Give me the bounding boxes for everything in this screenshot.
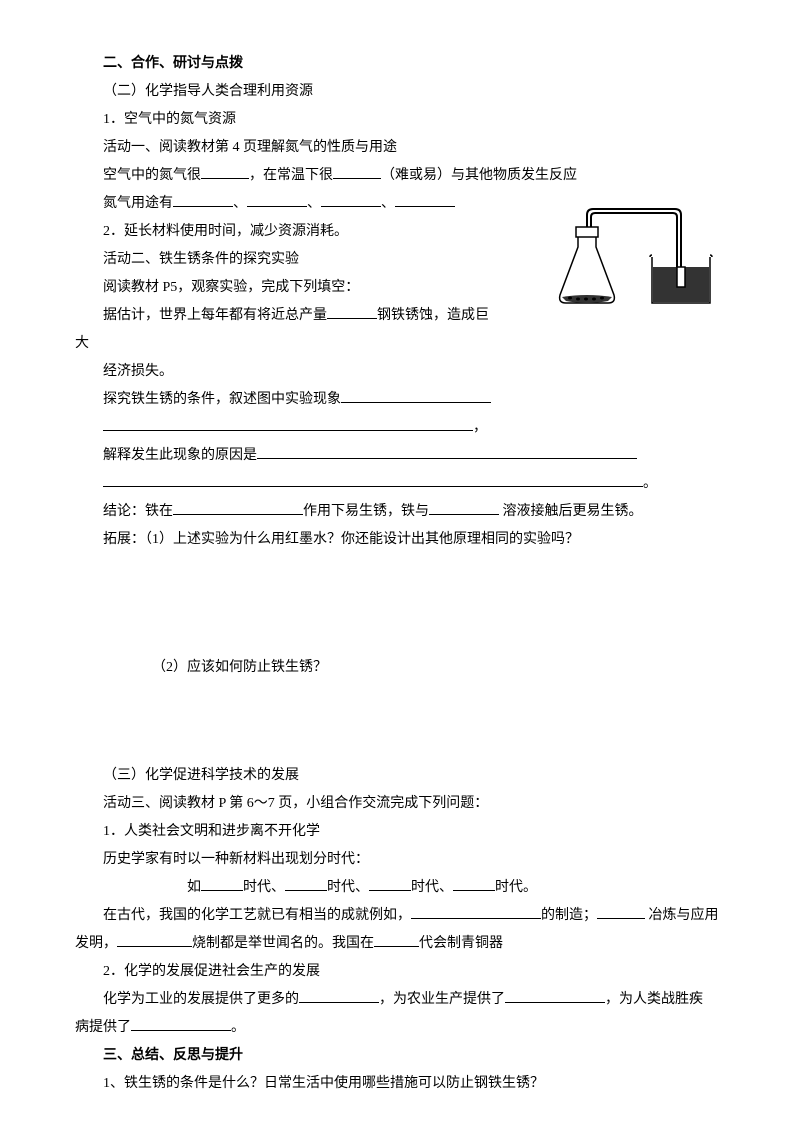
disease-line: 病提供了 。 bbox=[75, 1014, 725, 1042]
blank bbox=[247, 192, 307, 207]
spacer bbox=[75, 554, 725, 654]
blank bbox=[173, 500, 303, 515]
blank bbox=[201, 164, 249, 179]
item1-title: 1．空气中的氮气资源 bbox=[75, 106, 725, 134]
sep: 、 bbox=[307, 196, 321, 211]
blank bbox=[257, 444, 637, 459]
text: 时代。 bbox=[495, 880, 537, 895]
ancient-line: 在古代，我国的化学工艺就已有相当的成就例如， 的制造； 冶炼与应用 bbox=[75, 902, 725, 930]
text: 在古代，我国的化学工艺就已有相当的成就例如， bbox=[103, 908, 411, 923]
blank bbox=[395, 192, 455, 207]
conclusion-line: 结论：铁在 作用下易生锈，铁与 溶液接触后更易生锈。 bbox=[75, 498, 725, 526]
item2-title: 2．延长材料使用时间，减少资源消耗。 bbox=[75, 218, 495, 246]
nitrogen-line: 空气中的氮气很 ，在常温下很 （难或易）与其他物质发生反应 bbox=[75, 162, 725, 190]
text: 氮气用途有 bbox=[103, 196, 173, 211]
blank bbox=[201, 876, 243, 891]
text: 解释发生此现象的原因是 bbox=[103, 448, 257, 463]
activity1: 活动一、阅读教材第 4 页理解氮气的性质与用途 bbox=[75, 134, 725, 162]
blank bbox=[505, 988, 605, 1003]
text: ，为农业生产提供了 bbox=[379, 992, 505, 1007]
blank-line: ， bbox=[75, 414, 725, 442]
text: 烧制都是举世闻名的。我国在 bbox=[192, 936, 374, 951]
text: 时代、 bbox=[411, 880, 453, 895]
text: （难或易）与其他物质发生反应 bbox=[381, 168, 577, 183]
text: 病提供了 bbox=[75, 1020, 131, 1035]
historian: 历史学家有时以一种新材料出现划分时代： bbox=[75, 846, 725, 874]
period: 。 bbox=[643, 476, 657, 491]
chem-industry-line: 化学为工业的发展提供了更多的 ，为农业生产提供了 ，为人类战胜疾 bbox=[75, 986, 725, 1014]
blank bbox=[117, 932, 192, 947]
blank bbox=[131, 1016, 231, 1031]
blank bbox=[285, 876, 327, 891]
sub2-title: （二）化学指导人类合理利用资源 bbox=[75, 78, 725, 106]
text: 时代、 bbox=[243, 880, 285, 895]
blank bbox=[411, 904, 541, 919]
invention-line: 发明， 烧制都是举世闻名的。我国在 代会制青铜器 bbox=[75, 930, 725, 958]
blank bbox=[374, 932, 419, 947]
text: 如 bbox=[187, 880, 201, 895]
explore-line: 探究铁生锈的条件，叙述图中实验现象 bbox=[75, 386, 725, 414]
spacer bbox=[75, 682, 725, 762]
blank bbox=[103, 472, 643, 487]
text: 。 bbox=[231, 1020, 245, 1035]
text: 探究铁生锈的条件，叙述图中实验现象 bbox=[103, 392, 341, 407]
text: 冶炼与应用 bbox=[645, 908, 719, 923]
text: ，为人类战胜疾 bbox=[605, 992, 703, 1007]
estimate-line: 据估计，世界上每年都有将近总产量钢铁锈蚀，造成巨大 bbox=[75, 302, 495, 358]
blank bbox=[341, 388, 491, 403]
blank bbox=[453, 876, 495, 891]
blank bbox=[173, 192, 233, 207]
text: 代会制青铜器 bbox=[419, 936, 503, 951]
expand-2: （2）应该如何防止铁生锈？ bbox=[75, 654, 725, 682]
item3-2: 2．化学的发展促进社会生产的发展 bbox=[75, 958, 725, 986]
text: 发明， bbox=[75, 936, 117, 951]
nitrogen-use: 氮气用途有 、 、 、 bbox=[75, 190, 495, 218]
experiment-diagram bbox=[550, 205, 720, 325]
sub3-title: （三）化学促进科学技术的发展 bbox=[75, 762, 725, 790]
blank bbox=[333, 164, 381, 179]
text: 作用下易生锈，铁与 bbox=[303, 504, 429, 519]
blank bbox=[429, 500, 499, 515]
sep: 、 bbox=[381, 196, 395, 211]
read-p5: 阅读教材 P5，观察实验，完成下列填空： bbox=[75, 274, 495, 302]
text: 时代、 bbox=[327, 880, 369, 895]
era-line: 如 时代、 时代、 时代、 时代。 bbox=[75, 874, 725, 902]
text: 结论：铁在 bbox=[103, 504, 173, 519]
activity2: 活动二、铁生锈条件的探究实验 bbox=[75, 246, 495, 274]
sep: 、 bbox=[233, 196, 247, 211]
text: 溶液接触后更易生锈。 bbox=[499, 504, 643, 519]
blank bbox=[321, 192, 381, 207]
blank bbox=[299, 988, 379, 1003]
blank bbox=[369, 876, 411, 891]
section3-heading: 三、总结、反思与提升 bbox=[75, 1042, 725, 1070]
activity3: 活动三、阅读教材 P 第 6～7 页，小组合作交流完成下列问题： bbox=[75, 790, 725, 818]
text: 空气中的氮气很 bbox=[103, 168, 201, 183]
blank bbox=[597, 904, 645, 919]
text: ，在常温下很 bbox=[249, 168, 333, 183]
blank bbox=[103, 416, 473, 431]
item3-1: 1．人类社会文明和进步离不开化学 bbox=[75, 818, 725, 846]
economic-loss: 经济损失。 bbox=[75, 358, 725, 386]
text: 据估计，世界上每年都有将近总产量 bbox=[103, 308, 327, 323]
section3-q1: 1、铁生锈的条件是什么？日常生活中使用哪些措施可以防止钢铁生锈？ bbox=[75, 1070, 725, 1098]
text: 的制造； bbox=[541, 908, 597, 923]
explain-line: 解释发生此现象的原因是 bbox=[75, 442, 725, 470]
text: 化学为工业的发展提供了更多的 bbox=[103, 992, 299, 1007]
blank bbox=[327, 304, 377, 319]
blank-line-2: 。 bbox=[75, 470, 725, 498]
expand-1: 拓展：（1）上述实验为什么用红墨水？你还能设计出其他原理相同的实验吗？ bbox=[75, 526, 725, 554]
section2-heading: 二、合作、研讨与点拨 bbox=[75, 50, 725, 78]
comma: ， bbox=[473, 420, 487, 435]
